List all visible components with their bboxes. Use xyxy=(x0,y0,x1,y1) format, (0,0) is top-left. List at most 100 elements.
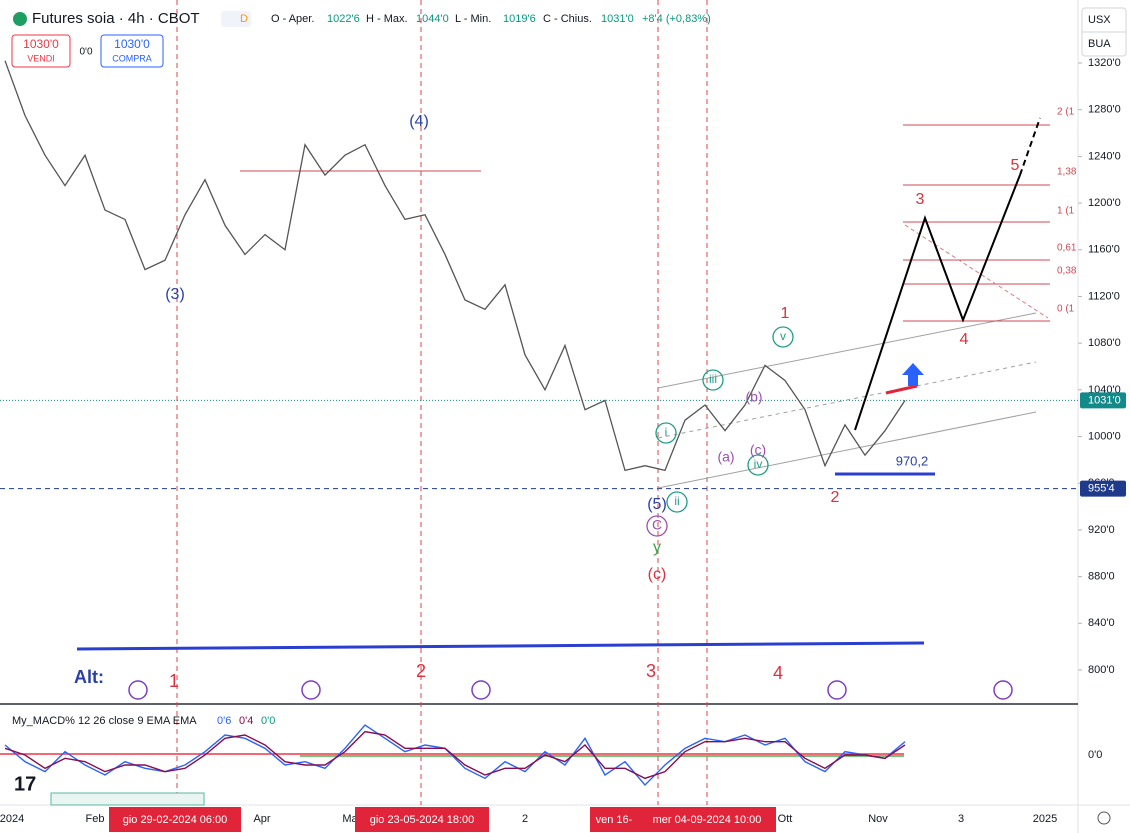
ohlc-value: 1022'6 xyxy=(327,13,360,25)
wave-label: ii xyxy=(674,494,679,508)
replay-icon xyxy=(993,680,1013,700)
x-tick-label: 2025 xyxy=(1033,813,1057,825)
x-tick-label: 3 xyxy=(958,813,964,825)
wave-label: 3 xyxy=(646,661,656,681)
wave-label: (a) xyxy=(717,449,734,465)
x-tick-label: 2 xyxy=(522,813,528,825)
wave-label: y xyxy=(653,539,661,556)
wave-label: iv xyxy=(754,457,763,471)
macd-title: My_MACD% 12 26 close 9 EMA EMA xyxy=(12,715,197,727)
buy-button[interactable] xyxy=(100,34,164,68)
y-tick-label: 880'0 xyxy=(1088,571,1115,583)
price-label-bg xyxy=(1080,392,1126,409)
wave-label: 2 xyxy=(831,489,840,506)
fib-label: 1,38 xyxy=(1057,167,1077,178)
price-label-bg xyxy=(1080,480,1126,497)
drawing xyxy=(76,641,925,651)
fib-label: 0,61 xyxy=(1057,243,1077,254)
wave-circle xyxy=(655,422,677,444)
fib-label: 0,38 xyxy=(1057,266,1077,277)
wave-label: i xyxy=(665,425,668,439)
replay-icon xyxy=(827,680,847,700)
ohlc-label: L - Min. xyxy=(455,13,491,25)
wave-label: (c) xyxy=(648,566,667,583)
x-tick-label: Feb xyxy=(86,813,105,825)
signal-line xyxy=(4,730,906,780)
wave-label: v xyxy=(780,329,786,343)
y-tick-label: 1160'0 xyxy=(1088,244,1120,256)
price-label: 1031'0 xyxy=(1088,394,1121,406)
ohlc-value: 1031'0 xyxy=(601,13,634,25)
wave-label: 1 xyxy=(169,671,179,691)
wave-circle xyxy=(646,515,668,537)
wave-label: (5) xyxy=(647,496,667,513)
wave-label: 4 xyxy=(773,663,783,683)
wave-label: 4 xyxy=(960,331,969,348)
wave-label: Alt: xyxy=(74,667,104,687)
ohlc-label: H - Max. xyxy=(366,13,408,25)
sell-price: 1030'0 xyxy=(23,37,59,51)
settings-icon[interactable] xyxy=(1097,811,1111,825)
y-tick-label: 1320'0 xyxy=(1088,57,1121,69)
drawing xyxy=(657,411,1037,489)
sell-label: VENDI xyxy=(27,53,55,63)
badge: D xyxy=(240,13,248,25)
unit[interactable]: BUA xyxy=(1088,38,1111,50)
signal-value: 0'4 xyxy=(239,715,253,727)
fib-label: 0 (1 xyxy=(1057,304,1075,315)
replay-icon xyxy=(128,680,148,700)
y-tick-label: 1200'0 xyxy=(1088,197,1121,209)
wave-label: 3 xyxy=(916,191,925,208)
wave-circle xyxy=(702,369,724,391)
date-label-bg xyxy=(638,807,776,832)
fib-label: 1 (1 xyxy=(1057,206,1075,217)
fib-label: 2 (1 xyxy=(1057,107,1075,118)
wave-label: (3) xyxy=(165,286,185,303)
y-tick-label: 840'0 xyxy=(1088,617,1115,629)
x-tick-label: Ma xyxy=(342,813,358,825)
wave-label: (4) xyxy=(409,113,429,130)
price-label: 955'4 xyxy=(1088,483,1115,495)
y-tick-label: 1280'0 xyxy=(1088,104,1121,116)
replay-icon xyxy=(471,680,491,700)
replay-icon xyxy=(301,680,321,700)
ohlc-label: O - Aper. xyxy=(271,13,314,25)
macd-value: 0'6 xyxy=(217,715,231,727)
wave-label: iii xyxy=(709,372,717,386)
y-tick-label: 1120'0 xyxy=(1088,290,1120,302)
buy-label: COMPRA xyxy=(112,53,152,63)
arrow-up xyxy=(902,363,924,386)
x-tick-label: Apr xyxy=(253,813,270,825)
wave-label: C xyxy=(652,517,662,533)
date-label-bg xyxy=(355,807,489,832)
macd-axis-label: 0'0 xyxy=(1088,749,1102,761)
wave-label: 970,2 xyxy=(896,453,929,468)
symbol[interactable]: Futures soia · 4h · CBOT xyxy=(32,10,200,27)
x-tick-label: Ott xyxy=(778,813,793,825)
date-label: ven 16- xyxy=(596,814,633,826)
drawing xyxy=(657,312,1037,389)
hist-value: 0'0 xyxy=(261,715,275,727)
drawing xyxy=(1019,117,1041,176)
y-tick-label: 1000'0 xyxy=(1088,430,1121,442)
y-tick-label: 800'0 xyxy=(1088,664,1115,676)
logo: 17 xyxy=(14,773,36,795)
wave-label: (c) xyxy=(750,442,766,458)
currency[interactable]: USX xyxy=(1088,14,1111,26)
wave-circle xyxy=(747,454,769,476)
ohlc-label: C - Chius. xyxy=(543,13,592,25)
wave-circle xyxy=(666,491,688,513)
wave-label: 2 xyxy=(416,661,426,681)
symbol-icon xyxy=(13,12,27,26)
wave-label: 1 xyxy=(781,305,790,322)
projection xyxy=(854,174,1021,431)
date-label: gio 23-05-2024 18:00 xyxy=(370,814,475,826)
badge-bg xyxy=(221,11,251,27)
ohlc-value: 1019'6 xyxy=(503,13,536,25)
wave-circle xyxy=(772,326,794,348)
volume-box xyxy=(50,792,205,806)
sell-button[interactable] xyxy=(11,34,71,68)
y-tick-label: 920'0 xyxy=(1088,524,1115,536)
